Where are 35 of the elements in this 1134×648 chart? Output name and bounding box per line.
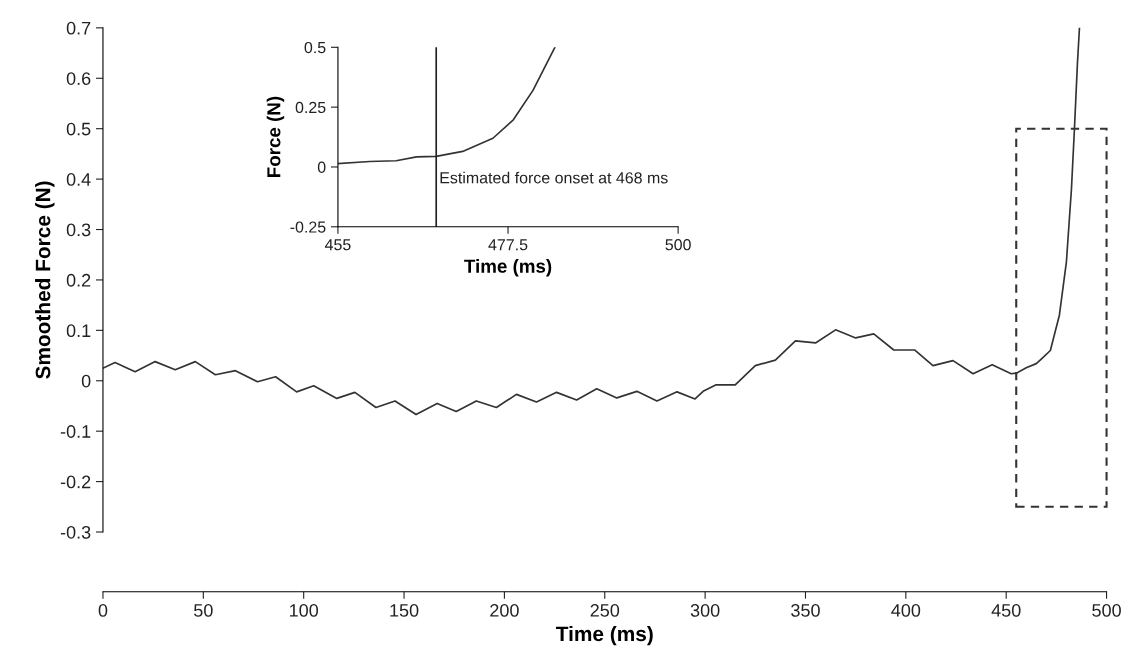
y-tick-label: -0.1 (60, 425, 91, 438)
x-tick-label: 477.5 (488, 239, 528, 251)
x-tick-label: 150 (390, 604, 419, 617)
x-tick-label: 350 (791, 604, 820, 617)
y-axis-title: Force (N) (266, 96, 285, 177)
x-axis-title: Time (ms) (555, 625, 653, 646)
x-tick-label: 500 (1092, 604, 1121, 617)
x-tick-label: 300 (690, 604, 720, 617)
x-tick-label: 250 (590, 604, 620, 617)
y-tick-label: 0.2 (66, 273, 91, 287)
y-tick-label: -0.2 (60, 475, 91, 489)
y-tick-label: 0.7 (66, 21, 91, 35)
y-tick-label: 0.3 (66, 223, 91, 237)
y-tick-label: 0 (81, 374, 91, 388)
x-tick-label: 100 (290, 604, 319, 617)
x-tick-label: 455 (324, 239, 351, 251)
y-tick-label: -0.3 (60, 525, 91, 539)
x-tick-label: 200 (490, 604, 519, 617)
y-tick-label: 0.5 (66, 122, 91, 136)
line-series (337, 47, 556, 165)
x-tick-label: 400 (891, 604, 921, 617)
y-tick-label: -0.25 (290, 221, 326, 233)
x-tick-label: 500 (665, 239, 691, 251)
y-tick-label: 0.25 (295, 101, 326, 114)
y-tick-label: 0.1 (66, 324, 91, 338)
x-axis-title: Time (ms) (464, 259, 552, 277)
ref-line-label: Estimated force onset at 468 ms (440, 171, 668, 184)
y-tick-label: 0.4 (66, 173, 91, 186)
x-tick-label: 0 (98, 604, 108, 617)
x-tick-label: 50 (194, 604, 213, 617)
y-axis-title: Smoothed Force (N) (35, 181, 55, 379)
x-tick-label: 450 (991, 604, 1021, 617)
y-tick-label: 0.5 (304, 41, 326, 54)
y-tick-label: 0.6 (66, 72, 91, 85)
y-tick-label: 0 (317, 161, 326, 173)
